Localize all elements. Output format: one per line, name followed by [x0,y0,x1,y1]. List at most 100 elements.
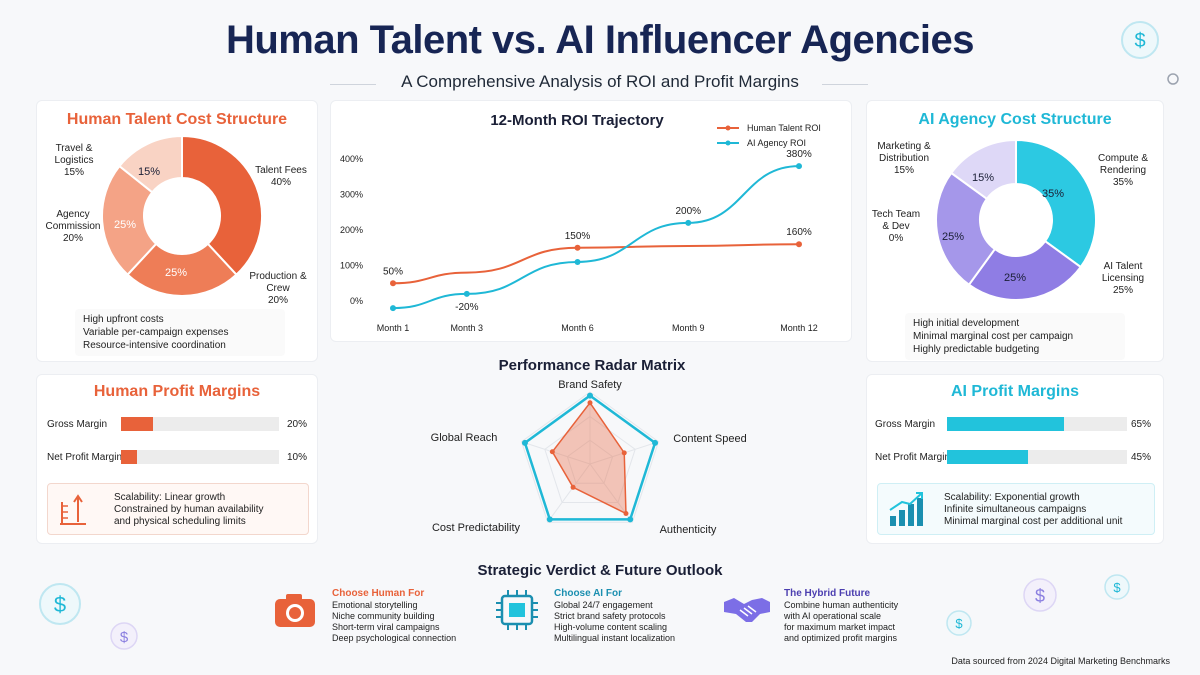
human-margins-title: Human Profit Margins [93,383,261,400]
y-tick-label: 100% [340,261,363,271]
donut-slice [967,239,1083,301]
gross-margin-bar [121,417,279,431]
radar-human-polygon [551,401,627,515]
slice-label: 25% [942,231,964,243]
data-point [796,163,802,170]
legend-ai-licensing: AI Talent Licensing 25% [1101,261,1145,296]
data-point [685,219,692,226]
radar-point [587,400,593,406]
radar-point [521,439,528,446]
margin-value: 20% [287,419,308,430]
y-tick-label: 0% [350,296,363,306]
dollar-coin-icon: $ [39,583,81,625]
verdict-heading: The Hybrid Future [784,588,871,599]
scalability-line: Infinite simultaneous campaigns [944,504,1087,515]
margin-label: Gross Margin [47,419,108,430]
x-tick-label: Month 1 [377,323,410,333]
human-cost-notes: High upfront costs Variable per-campaign… [75,309,285,356]
roi-chart-title: 12-Month ROI Trajectory [490,112,664,129]
data-label: 160% [786,227,812,238]
slice-label: 25% [1004,272,1026,284]
radar-axis-label: Brand Safety [558,379,622,391]
slice-label: 25% [165,267,187,279]
radar-spoke [547,463,591,523]
x-tick-label: Month 9 [672,323,705,333]
legend-travel: Travel & Logistics 15% [54,143,94,178]
series-line [392,165,800,310]
legend-agency-commission: Agency Commission 20% [45,209,101,244]
radar-axis-label: Global Reach [431,432,498,444]
handshake-icon [724,598,770,622]
ai-margins-card: AI Profit Margins Gross Margin 65% Net P… [866,374,1164,544]
radar-grid [544,415,636,503]
y-tick-label: 200% [340,225,363,235]
legend-tech-team: Tech Team & Dev 0% [871,209,921,244]
svg-text:$: $ [1113,580,1121,595]
gross-margin-bar [947,417,1127,431]
ai-cost-notes: High initial development Minimal margina… [905,313,1125,360]
slice-label: 15% [138,166,160,178]
bar-fill [947,417,1064,431]
svg-text:$: $ [54,592,66,617]
legend-compute: Compute & Rendering 35% [1097,153,1149,188]
radar-grid [566,439,614,484]
margin-label: Gross Margin [875,419,936,430]
exponential-growth-icon [889,492,923,526]
radar-chart: Performance Radar Matrix Brand Safety Co… [431,357,747,536]
margin-label: Net Profit Margin [875,452,951,463]
legend-marketing: Marketing & Distribution 15% [877,141,931,176]
radar-title: Performance Radar Matrix [499,357,686,374]
scalability-line: and physical scheduling limits [114,516,246,527]
verdict-lines: Emotional storytelling Niche community bu… [332,600,457,643]
svg-text:$: $ [1134,30,1145,52]
net-margin-bar [947,450,1127,464]
ai-cost-card: AI Agency Cost Structure 35% 25% 25% 15%… [866,100,1164,362]
data-label: 200% [675,206,701,217]
human-margins-card: Human Profit Margins Gross Margin 20% Ne… [36,374,318,544]
scalability-line: Minimal marginal cost per additional uni… [944,516,1123,527]
roi-legend: Human Talent ROI AI Agency ROI [717,123,821,148]
radar-point [587,392,593,399]
x-tick-label: Month 12 [780,323,818,333]
y-tick-label: 300% [340,190,363,200]
radar-point [652,439,659,446]
radar-point [627,516,634,523]
margin-value: 45% [1131,452,1152,463]
radar-point [570,484,576,490]
donut-slice [101,164,158,277]
subtitle-rule-left [330,84,376,85]
svg-text:$: $ [1035,586,1045,606]
slice-label: 40% [196,217,218,229]
margin-value: 10% [287,452,308,463]
series-line [392,243,800,285]
verdict-heading: Choose AI For [554,588,622,599]
page-subtitle: A Comprehensive Analysis of ROI and Prof… [401,72,799,91]
roi-chart-card: 12-Month ROI Trajectory Human Talent ROI… [330,100,852,342]
slice-label: 35% [1042,188,1064,200]
ai-margins-title: AI Profit Margins [950,383,1079,400]
human-cost-donut: 40% 25% 25% 15% [101,134,263,297]
camera-icon [275,594,315,627]
human-cost-title: Human Talent Cost Structure [66,111,288,128]
data-point [390,305,396,312]
bar-fill [947,450,1028,464]
radar-axis-label: Cost Predictability [432,522,521,534]
data-point [796,241,802,248]
bar-fill [121,417,153,431]
donut-slice [126,242,238,297]
dollar-coin-icon: $ [1104,574,1130,600]
legend-talent-fees: Talent Fees 40% [255,165,307,188]
verdict-title: Strategic Verdict & Future Outlook [477,562,723,579]
data-label: 50% [383,266,403,277]
y-tick-label: 400% [340,154,363,164]
data-point [390,280,396,287]
radar-point [546,516,553,523]
data-label: 150% [565,231,591,242]
human-cost-card: Human Talent Cost Structure 40% 25% 25% … [36,100,318,362]
slice-label: 15% [972,172,994,184]
radar-axis-label: Content Speed [673,433,746,445]
slice-label: 25% [114,219,136,231]
radar-ai-polygon [523,394,657,521]
data-point [574,258,581,265]
donut-slice [949,138,1017,201]
